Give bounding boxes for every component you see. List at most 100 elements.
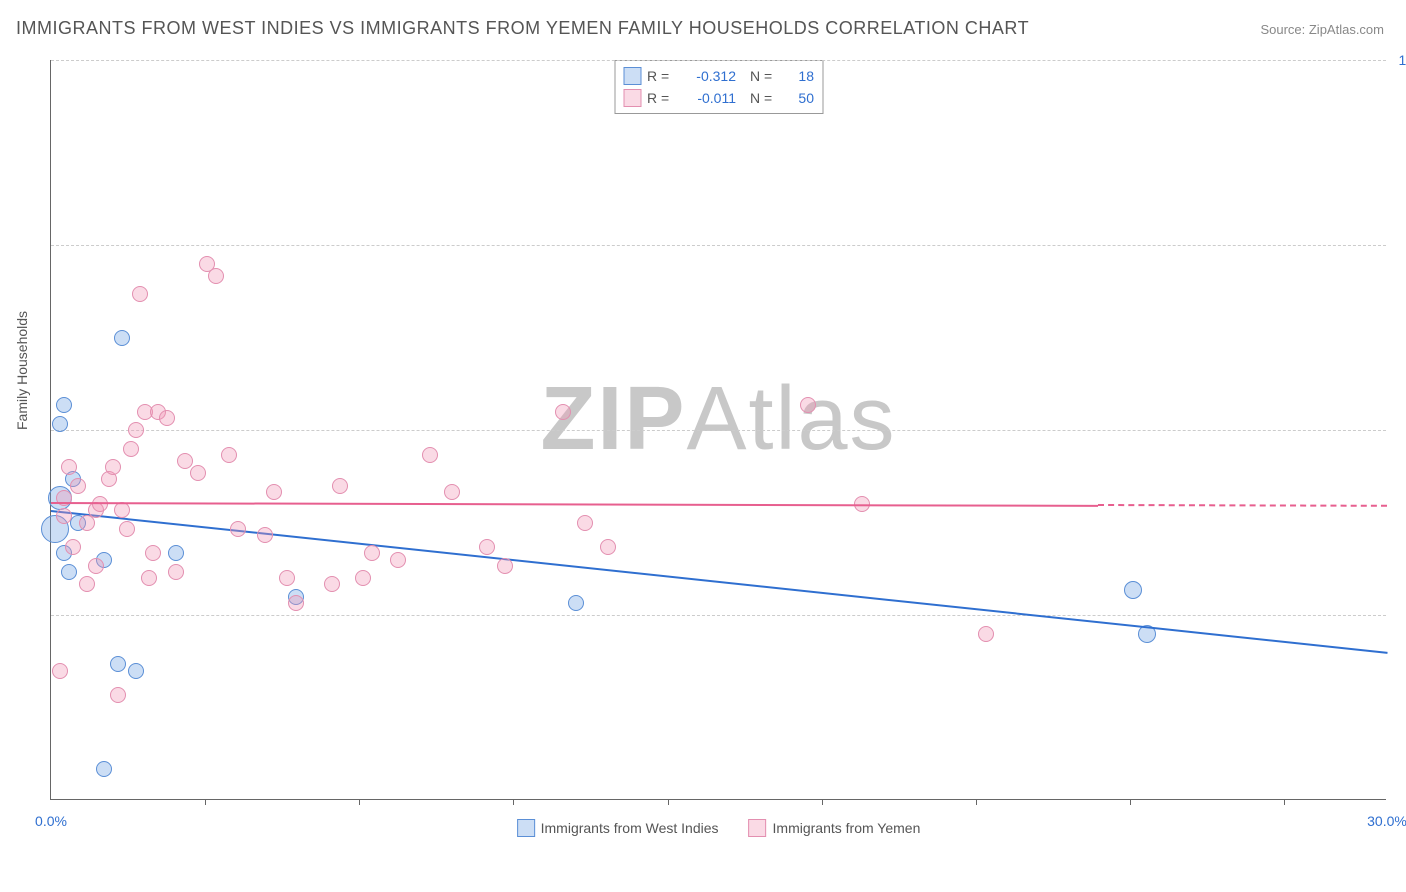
data-point: [61, 564, 77, 580]
data-point: [145, 545, 161, 561]
legend-bottom: Immigrants from West Indies Immigrants fr…: [517, 819, 921, 837]
data-point: [555, 404, 571, 420]
stat-r-value: -0.011: [681, 90, 736, 106]
data-point: [119, 521, 135, 537]
data-point: [168, 545, 184, 561]
chart-plot-area: ZIPAtlas R =-0.312N =18R =-0.011N =50 Im…: [50, 60, 1386, 800]
data-point: [230, 521, 246, 537]
stats-row: R = -0.312 N = 18: [623, 65, 814, 87]
data-point: [52, 663, 68, 679]
data-point: [364, 545, 380, 561]
data-point: [141, 570, 157, 586]
data-point: [177, 453, 193, 469]
gridline-horizontal: [51, 615, 1386, 616]
x-tick-label: 0.0%: [35, 813, 67, 829]
data-point: [800, 397, 816, 413]
data-point: [56, 397, 72, 413]
data-point: [279, 570, 295, 586]
data-point: [168, 564, 184, 580]
legend-item: Immigrants from West Indies: [517, 819, 719, 837]
data-point: [132, 286, 148, 302]
data-point: [70, 478, 86, 494]
data-point: [61, 459, 77, 475]
legend-label: Immigrants from West Indies: [541, 820, 719, 836]
watermark-light: Atlas: [686, 369, 896, 469]
data-point: [128, 422, 144, 438]
legend-item: Immigrants from Yemen: [749, 819, 921, 837]
x-tick: [976, 799, 977, 805]
y-axis-title: Family Households: [14, 311, 30, 430]
x-tick: [668, 799, 669, 805]
watermark: ZIPAtlas: [540, 368, 896, 471]
data-point: [159, 410, 175, 426]
y-tick-label: 85.0%: [1391, 237, 1406, 253]
y-tick-label: 70.0%: [1391, 422, 1406, 438]
source-label: Source:: [1260, 22, 1308, 37]
data-point: [497, 558, 513, 574]
data-point: [332, 478, 348, 494]
data-point: [390, 552, 406, 568]
chart-title: IMMIGRANTS FROM WEST INDIES VS IMMIGRANT…: [16, 18, 1029, 39]
gridline-horizontal: [51, 245, 1386, 246]
x-tick: [513, 799, 514, 805]
stat-n-value: 50: [784, 90, 814, 106]
data-point: [123, 441, 139, 457]
stat-r-label: R =: [647, 68, 675, 84]
data-point: [190, 465, 206, 481]
data-point: [978, 626, 994, 642]
legend-label: Immigrants from Yemen: [773, 820, 921, 836]
stat-n-value: 18: [784, 68, 814, 84]
data-point: [114, 330, 130, 346]
data-point: [114, 502, 130, 518]
stats-row: R = -0.011 N = 50: [623, 87, 814, 109]
source-attribution: Source: ZipAtlas.com: [1260, 22, 1384, 37]
legend-swatch: [623, 67, 641, 85]
legend-swatch: [517, 819, 535, 837]
data-point: [324, 576, 340, 592]
data-point: [105, 459, 121, 475]
data-point: [257, 527, 273, 543]
x-tick: [205, 799, 206, 805]
data-point: [110, 687, 126, 703]
data-point: [1124, 581, 1142, 599]
data-point: [96, 761, 112, 777]
x-tick: [1284, 799, 1285, 805]
x-tick: [359, 799, 360, 805]
data-point: [577, 515, 593, 531]
source-name: ZipAtlas.com: [1309, 22, 1384, 37]
data-point: [79, 576, 95, 592]
stat-r-label: R =: [647, 90, 675, 106]
data-point: [52, 416, 68, 432]
stat-n-label: N =: [750, 90, 778, 106]
data-point: [479, 539, 495, 555]
gridline-horizontal: [51, 430, 1386, 431]
data-point: [266, 484, 282, 500]
data-point: [422, 447, 438, 463]
gridline-horizontal: [51, 60, 1386, 61]
stat-n-label: N =: [750, 68, 778, 84]
stats-legend-box: R = -0.312 N = 18 R = -0.011 N = 50: [614, 60, 823, 114]
stat-r-value: -0.312: [681, 68, 736, 84]
regression-line: [51, 502, 1098, 507]
data-point: [221, 447, 237, 463]
data-point: [600, 539, 616, 555]
y-tick-label: 55.0%: [1391, 607, 1406, 623]
data-point: [110, 656, 126, 672]
x-tick-label: 30.0%: [1367, 813, 1406, 829]
x-tick: [1130, 799, 1131, 805]
legend-swatch: [749, 819, 767, 837]
data-point: [128, 663, 144, 679]
data-point: [355, 570, 371, 586]
data-point: [56, 508, 72, 524]
regression-line: [51, 510, 1387, 654]
data-point: [568, 595, 584, 611]
data-point: [288, 595, 304, 611]
data-point: [88, 558, 104, 574]
data-point: [444, 484, 460, 500]
x-tick: [822, 799, 823, 805]
data-point: [208, 268, 224, 284]
data-point: [65, 539, 81, 555]
regression-line-dashed: [1098, 504, 1387, 507]
y-tick-label: 100.0%: [1391, 52, 1406, 68]
legend-swatch: [623, 89, 641, 107]
